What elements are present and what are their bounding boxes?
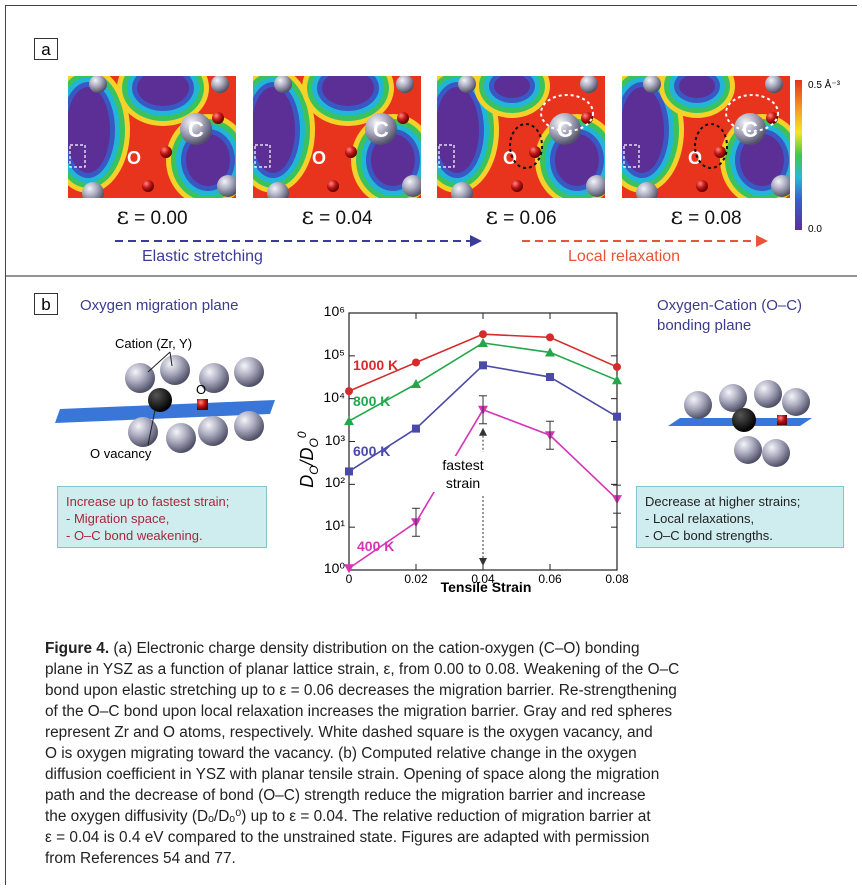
caption-title: Figure 4. <box>45 640 110 657</box>
panel-b-label: b <box>34 293 58 315</box>
data-point <box>613 362 621 371</box>
bonding-plane-title-2: bonding plane <box>657 317 752 334</box>
right-summary-box: Decrease at higher strains; - Local rela… <box>636 486 844 548</box>
data-point <box>545 347 555 357</box>
figure-caption: Figure 4. (a) Electronic charge density … <box>45 640 680 867</box>
x-tick-label: 0.04 <box>471 572 495 586</box>
data-point <box>344 416 354 426</box>
colorbar-min: 0.0 <box>808 224 822 235</box>
data-point <box>412 424 420 433</box>
density-map-3: CO <box>622 76 790 198</box>
atom-c-label: C <box>188 117 204 142</box>
x-tick-label: 0.08 <box>605 572 629 586</box>
chart-x-label: Tensile Strain <box>440 579 532 595</box>
y-tick-label: 10³ <box>324 431 345 448</box>
strain-label-3: ε = 0.08 <box>670 202 742 230</box>
data-point <box>479 361 487 370</box>
oxygen-label: O <box>196 382 207 397</box>
data-point <box>612 375 622 385</box>
x-tick-label: 0 <box>345 572 353 586</box>
y-tick-label: 10⁶ <box>323 303 345 319</box>
vacancy-label: O vacancy <box>90 446 152 461</box>
data-point <box>345 387 353 396</box>
diffusivity-chart <box>344 312 622 574</box>
atom-o-label: O <box>503 148 517 168</box>
chart-y-label: DO/DO0 <box>295 431 321 488</box>
y-tick-label: 10² <box>324 474 345 491</box>
panel-a-label: a <box>34 38 58 60</box>
atom-c-label: C <box>557 117 573 142</box>
data-point <box>478 337 488 347</box>
fastest-strain-label: fastest strain <box>428 456 498 492</box>
density-map-1: CO <box>253 76 421 198</box>
x-tick-label: 0.06 <box>538 572 562 586</box>
elastic-arrow-head <box>470 235 482 247</box>
series-label-0: 1000 K <box>353 357 399 374</box>
density-map-2: CO <box>437 76 605 198</box>
atom-o-label: O <box>127 148 141 168</box>
series-label-1: 800 K <box>353 393 391 410</box>
data-point <box>546 373 554 382</box>
colorbar <box>795 80 802 230</box>
x-tick-label: 0.02 <box>404 572 428 586</box>
series-label-2: 600 K <box>353 443 391 460</box>
left-summary-box: Increase up to fastest strain; - Migrati… <box>57 486 267 548</box>
figure-frame <box>5 5 857 885</box>
y-tick-label: 10⁴ <box>323 388 345 405</box>
bonding-plane-model <box>668 380 812 467</box>
strain-label-0: ε = 0.00 <box>116 202 188 230</box>
cation-label: Cation (Zr, Y) <box>115 336 193 351</box>
strain-label-2: ε = 0.06 <box>485 202 557 230</box>
y-tick-label: 10⁰ <box>323 560 345 576</box>
atom-o-label: O <box>312 148 326 168</box>
data-point <box>412 358 420 367</box>
colorbar-max: 0.5 Å⁻³ <box>808 80 840 91</box>
data-point <box>613 412 621 421</box>
data-point <box>345 467 353 476</box>
migration-plane-model <box>55 351 275 453</box>
data-point <box>479 330 487 339</box>
migration-plane-title: Oxygen migration plane <box>80 297 239 314</box>
series-label-3: 400 K <box>357 538 395 555</box>
bonding-plane-title-1: Oxygen-Cation (O–C) <box>657 297 803 314</box>
atom-c-label: C <box>373 117 389 142</box>
atom-o-label: O <box>688 148 702 168</box>
atom-c-label: C <box>742 117 758 142</box>
data-point <box>344 564 354 574</box>
strain-label-1: ε = 0.04 <box>301 202 373 230</box>
data-point <box>411 378 421 388</box>
y-tick-label: 10¹ <box>324 517 345 534</box>
relax-arrow-head <box>756 235 768 247</box>
data-point <box>546 333 554 342</box>
y-tick-label: 10⁵ <box>323 345 345 362</box>
density-map-0: CO <box>68 76 236 198</box>
local-relaxation-label: Local relaxation <box>568 248 681 265</box>
elastic-stretching-label: Elastic stretching <box>142 248 263 265</box>
